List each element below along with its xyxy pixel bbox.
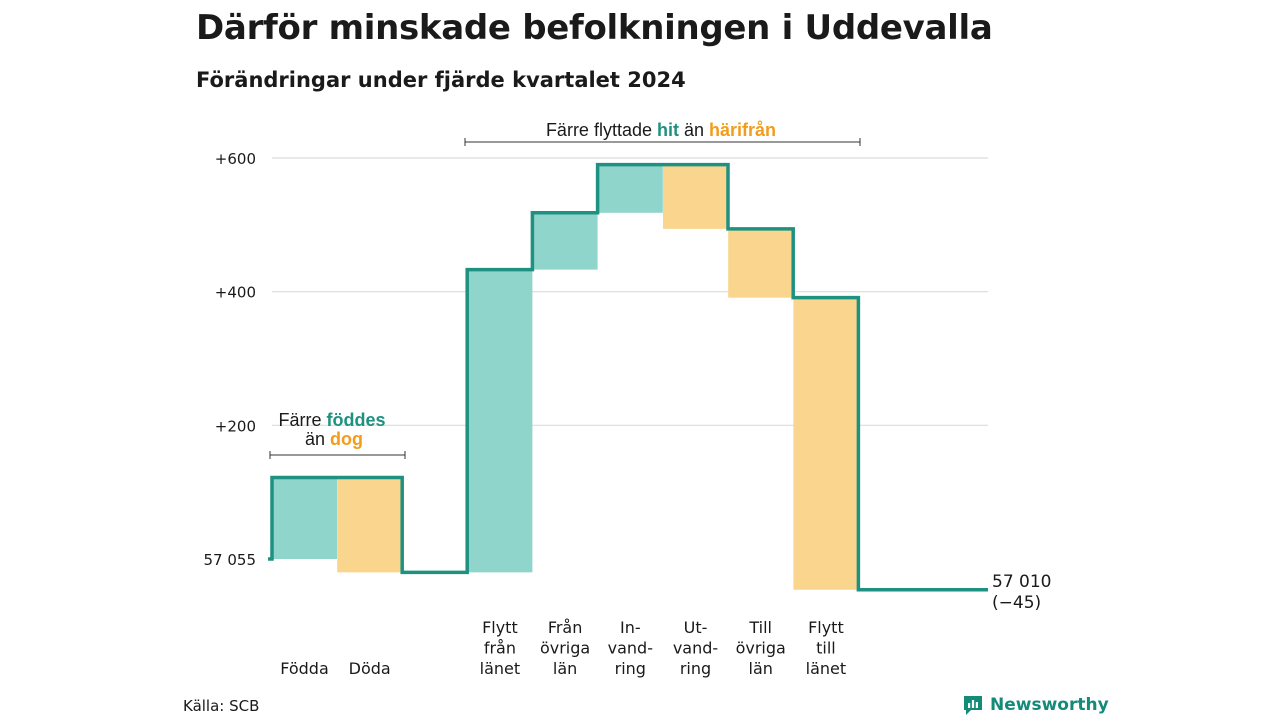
category-label: vand- xyxy=(673,639,718,658)
category-label: Till xyxy=(748,618,772,637)
category-label: till xyxy=(816,639,836,658)
annotation-births-line1: Färre föddes xyxy=(278,410,385,430)
category-label: Flytt xyxy=(482,618,518,637)
annotation-moves-bracket xyxy=(464,138,861,146)
category-label: Från xyxy=(548,618,583,637)
start-value-label: 57 055 xyxy=(204,551,257,569)
step-line xyxy=(268,162,988,592)
annotation-births: Färre föddes än dog xyxy=(269,410,406,459)
y-tick-label: +400 xyxy=(215,284,256,302)
category-label: ring xyxy=(615,659,646,678)
gridlines xyxy=(272,157,988,426)
category-label: ring xyxy=(680,659,711,678)
annotation-moves: Färre flyttade hit än härifrån xyxy=(464,120,861,146)
category-label: län xyxy=(553,659,577,678)
step-line-group xyxy=(268,162,988,592)
category-label: In- xyxy=(620,618,641,637)
y-tick-label: +200 xyxy=(215,417,256,435)
end-change-label: (−45) xyxy=(992,593,1041,613)
brand-name: Newsworthy xyxy=(990,695,1109,715)
category-label: Döda xyxy=(349,659,391,678)
category-label: län xyxy=(749,659,773,678)
bars xyxy=(272,164,859,590)
category-label: Födda xyxy=(280,659,329,678)
category-label: från xyxy=(484,639,516,658)
waterfall-bar xyxy=(337,477,403,573)
category-label: länet xyxy=(480,659,521,678)
category-label: övriga xyxy=(540,639,590,658)
y-tick-label: +600 xyxy=(215,150,256,168)
chart-subtitle: Förändringar under fjärde kvartalet 2024 xyxy=(196,68,686,92)
chart-title: Därför minskade befolkningen i Uddevalla xyxy=(196,8,993,48)
category-label: Flytt xyxy=(808,618,844,637)
annotation-births-line2: än dog xyxy=(305,429,363,449)
end-value-label: 57 010 xyxy=(992,572,1051,592)
annotation-births-bracket xyxy=(269,451,406,459)
waterfall-bar xyxy=(597,164,663,213)
waterfall-bar xyxy=(663,164,728,229)
category-label: Ut- xyxy=(684,618,708,637)
waterfall-bar xyxy=(728,228,794,298)
brand-logo[interactable]: Newsworthy xyxy=(962,694,1109,716)
newsworthy-logo-icon xyxy=(964,696,982,715)
annotation-moves-text: Färre flyttade hit än härifrån xyxy=(546,120,776,140)
category-label: vand- xyxy=(608,639,653,658)
source-note: Källa: SCB xyxy=(183,697,260,715)
waterfall-bar xyxy=(272,477,337,559)
waterfall-bar xyxy=(467,269,533,573)
category-label: övriga xyxy=(736,639,786,658)
waterfall-bar xyxy=(532,212,598,270)
category-label: länet xyxy=(806,659,847,678)
waterfall-bar xyxy=(793,297,859,590)
